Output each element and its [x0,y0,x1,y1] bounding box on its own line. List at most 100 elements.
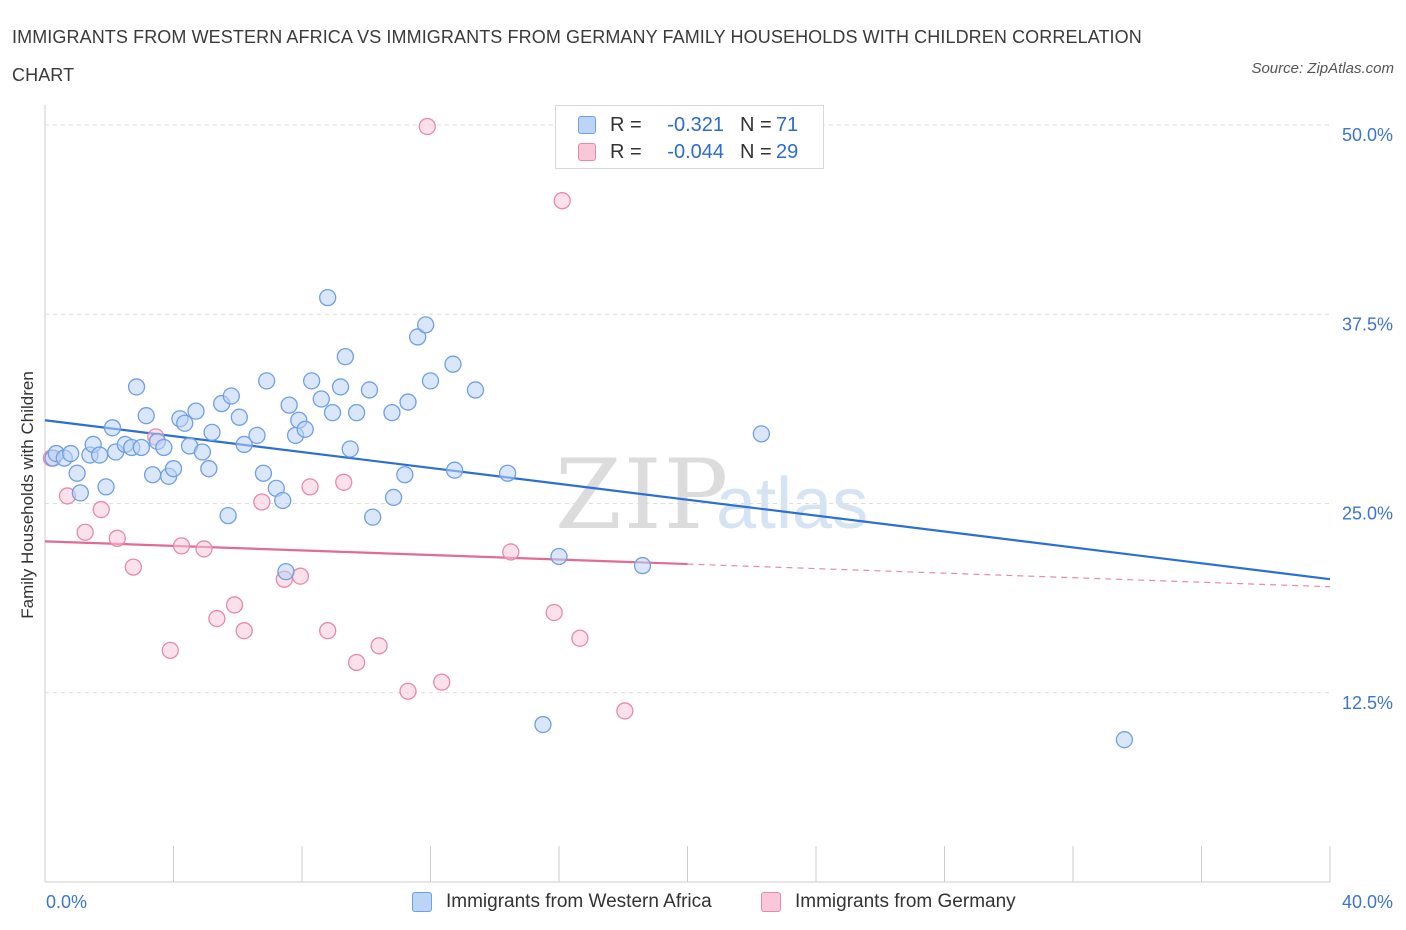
point-western-africa [384,488,403,507]
point-western-africa [164,460,183,478]
point-western-africa [222,387,240,405]
point-germany [195,540,213,558]
point-western-africa [132,438,151,457]
point-western-africa [752,425,771,443]
point-germany [418,117,436,136]
tick-labels: 12.5% 25.0% 37.5% 50.0% 0.0% 40.0% [46,125,1393,912]
trend-lines [44,419,1331,588]
point-western-africa [408,328,427,346]
y-tick-label: 25.0% [1342,504,1393,524]
point-germany [172,537,191,555]
point-western-africa [445,461,464,479]
point-western-africa [498,464,517,482]
point-western-africa [466,381,485,399]
y-tick-label: 37.5% [1342,314,1393,334]
point-germany [433,673,451,691]
point-germany [235,622,253,640]
point-germany [161,641,179,660]
point-western-africa [219,506,237,525]
point-germany [370,637,388,655]
series-name-western-africa: Immigrants from Western Africa [446,891,712,912]
point-western-africa [137,407,155,425]
r-label: R = [610,113,642,136]
point-western-africa [341,440,359,458]
y-tick-label: 50.0% [1342,125,1393,145]
point-western-africa [323,404,342,422]
point-germany [124,558,142,576]
r-label: R = [610,140,642,163]
series-swatch-germany [761,892,781,912]
point-western-africa [331,378,350,396]
point-western-africa [421,372,440,390]
source-note: Source: ZipAtlas.com [1251,60,1394,77]
watermark-atlas: atlas [716,464,868,544]
point-western-africa [336,347,355,366]
series-legend-western-africa: Immigrants from Western Africa [412,890,712,914]
series-swatch-western-africa [412,892,432,912]
point-germany [616,702,634,720]
point-western-africa [383,404,401,422]
point-western-africa [230,408,249,426]
n-label: N = [740,113,772,136]
point-western-africa [347,404,366,422]
y-axis-label: Family Households with Children [18,371,37,619]
legend-row-western-africa: R = -0.321 N = 71 [578,112,798,138]
chart-title: IMMIGRANTS FROM WESTERN AFRICA VS IMMIGR… [12,27,1142,85]
point-western-africa [280,396,298,414]
point-germany [225,596,244,614]
point-western-africa [71,484,89,502]
point-western-africa [143,466,162,484]
point-germany [253,493,271,511]
point-germany [76,523,94,541]
point-western-africa [277,562,295,581]
trend-line-solid [44,540,688,566]
watermark: ZIP atlas [555,439,868,551]
trend-line-solid [44,419,1331,581]
point-western-africa [68,464,86,482]
point-germany [108,529,126,547]
point-western-africa [1115,731,1134,749]
series-legend-germany: Immigrants from Germany [761,890,1016,914]
n-label: N = [740,140,772,163]
point-western-africa [203,423,221,441]
point-western-africa [254,464,273,482]
point-western-africa [364,508,382,526]
point-western-africa [534,715,552,734]
n-value: 29 [776,140,799,163]
point-western-africa [312,390,330,408]
point-western-africa [258,372,276,390]
point-germany [502,543,520,561]
axes [44,105,1331,883]
series-name-germany: Immigrants from Germany [795,891,1016,912]
point-germany [571,629,589,647]
correlation-legend: R = -0.321 N = 71 R = -0.044 N = 29 [555,105,824,169]
point-germany [553,192,571,210]
legend-row-germany: R = -0.044 N = 29 [578,139,798,165]
legend-swatch-western-africa [578,116,596,134]
point-germany [335,473,353,491]
point-western-africa [103,419,122,437]
point-western-africa [235,435,253,454]
point-western-africa [274,491,292,510]
point-western-africa [200,460,218,478]
point-western-africa [396,466,414,484]
point-germany [399,682,417,700]
point-germany [319,622,337,640]
point-germany [92,500,110,519]
point-western-africa [187,402,205,420]
point-western-africa [550,547,568,566]
point-western-africa [97,478,115,496]
point-western-africa [399,393,417,411]
data-points [42,117,1134,749]
n-value: 71 [776,113,799,136]
point-germany [301,478,319,496]
trend-line-dashed [687,563,1331,588]
point-germany [208,609,226,628]
point-western-africa [296,420,314,438]
y-tick-label: 12.5% [1342,693,1393,713]
x-tick-label: 40.0% [1342,892,1393,912]
point-germany [291,567,310,585]
r-value: -0.044 [667,140,724,163]
point-western-africa [62,444,80,463]
